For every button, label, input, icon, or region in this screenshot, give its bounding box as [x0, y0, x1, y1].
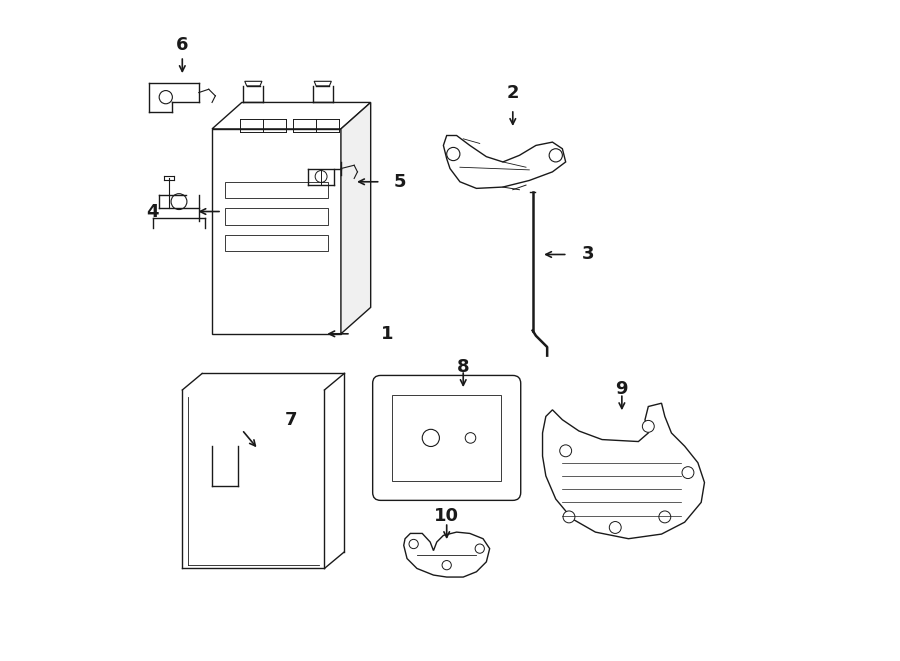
Polygon shape	[543, 403, 705, 539]
Text: 7: 7	[284, 410, 297, 429]
Polygon shape	[212, 129, 341, 334]
Circle shape	[549, 149, 562, 162]
Circle shape	[560, 445, 572, 457]
Text: 10: 10	[434, 506, 459, 525]
Circle shape	[609, 522, 621, 533]
Text: 1: 1	[382, 325, 394, 343]
Circle shape	[682, 467, 694, 479]
Polygon shape	[225, 182, 328, 198]
Circle shape	[315, 171, 327, 182]
Polygon shape	[341, 102, 371, 334]
Circle shape	[422, 430, 439, 447]
Polygon shape	[404, 532, 490, 577]
Polygon shape	[245, 81, 262, 86]
Circle shape	[563, 511, 575, 523]
Text: 9: 9	[616, 379, 628, 398]
Text: 5: 5	[394, 173, 406, 191]
Circle shape	[159, 91, 173, 104]
Polygon shape	[225, 235, 328, 251]
Polygon shape	[212, 102, 371, 129]
Polygon shape	[225, 208, 328, 225]
Polygon shape	[444, 136, 566, 188]
Circle shape	[643, 420, 654, 432]
Circle shape	[446, 147, 460, 161]
Polygon shape	[314, 81, 331, 86]
Text: 8: 8	[457, 358, 470, 376]
Circle shape	[409, 539, 419, 549]
Circle shape	[442, 561, 451, 570]
Circle shape	[171, 194, 187, 210]
Text: 4: 4	[147, 202, 159, 221]
Polygon shape	[392, 395, 501, 481]
Circle shape	[465, 432, 476, 443]
Text: 6: 6	[176, 36, 188, 54]
FancyBboxPatch shape	[373, 375, 521, 500]
Circle shape	[475, 544, 484, 553]
Text: 2: 2	[507, 83, 519, 102]
Circle shape	[659, 511, 670, 523]
Text: 3: 3	[582, 245, 595, 264]
